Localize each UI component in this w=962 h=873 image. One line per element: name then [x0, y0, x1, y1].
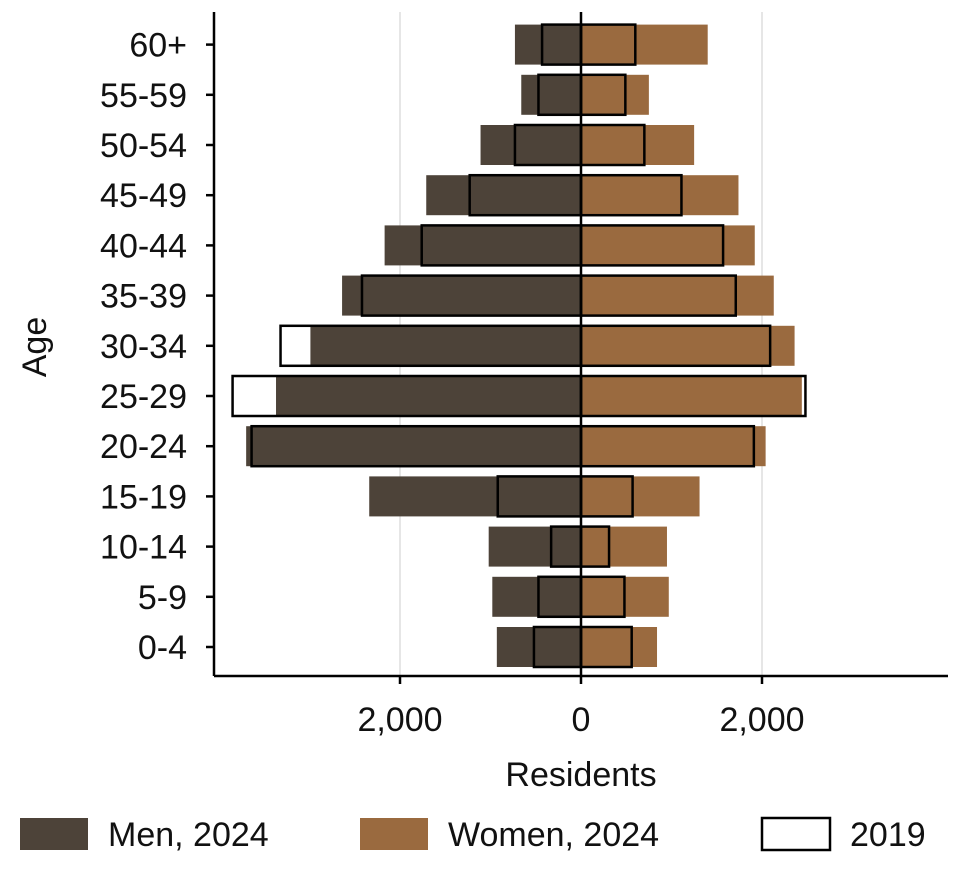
legend-swatch-2019	[760, 816, 832, 852]
x-tick-label: 0	[572, 701, 591, 739]
bar-women-2024-55-59	[581, 74, 649, 115]
bar-men-2024-30-34	[310, 325, 581, 366]
bar-women-2024-0-4	[581, 627, 658, 667]
2019-outline-bars	[231, 23, 807, 669]
bar-women-2024-40-44	[581, 225, 755, 266]
bar-women-2024-45-49	[581, 175, 739, 216]
bar-men-2024-25-29	[276, 376, 581, 416]
bar-men-2024-10-14	[488, 526, 581, 567]
legend-swatch-women-2024	[360, 818, 428, 850]
bar-men-2024-15-19	[369, 476, 581, 517]
legend: Men, 2024 Women, 2024 2019	[20, 816, 926, 854]
y-tick-label: 15-19	[100, 478, 187, 516]
y-tick-label: 35-39	[100, 278, 187, 316]
legend-label-men-2024: Men, 2024	[108, 816, 269, 854]
y-tick-label: 60+	[129, 27, 187, 65]
bar-men-2024-55-59	[521, 74, 581, 115]
bar-men-2024-20-24	[246, 426, 581, 467]
bar-women-2024-15-19	[581, 476, 700, 517]
y-tick-label: 10-14	[100, 529, 187, 567]
bar-women-2024-35-39	[581, 275, 774, 316]
y-tick-label: 40-44	[100, 227, 187, 265]
y-tick-label: 30-34	[100, 328, 187, 366]
legend-label-women-2024: Women, 2024	[448, 816, 659, 854]
bar-women-2024-30-34	[581, 325, 795, 366]
y-tick-label: 20-24	[100, 428, 187, 466]
y-tick-label: 50-54	[100, 127, 187, 165]
legend-swatch-men-2024	[20, 818, 88, 850]
x-tick-label: 2,000	[719, 701, 804, 739]
y-tick-labels: 0-4 5-9 10-14 15-19 20-24 25-29 30-34 35-39 40-4…	[100, 27, 214, 667]
bar-men-2024-5-9	[492, 576, 581, 617]
bar-women-2024-50-54	[581, 125, 695, 165]
y-tick-label: 0-4	[138, 629, 187, 667]
y-tick-label: 55-59	[100, 77, 187, 115]
y-axis-title: Age	[16, 317, 54, 378]
men-2024-bars	[246, 24, 581, 667]
bar-men-2024-0-4	[496, 627, 581, 667]
x-tick-labels: 2,000 0 2,000	[357, 676, 805, 739]
bar-men-2024-35-39	[342, 275, 581, 316]
x-tick-label: 2,000	[357, 701, 442, 739]
bar-women-2024-10-14	[581, 526, 667, 567]
bar-women-2024-20-24	[581, 426, 766, 467]
legend-label-2019: 2019	[850, 816, 926, 854]
bar-men-2024-40-44	[384, 225, 581, 266]
women-2024-bars	[581, 24, 802, 667]
bar-men-2024-45-49	[426, 175, 581, 216]
x-axis-title: Residents	[505, 756, 656, 794]
y-tick-label: 25-29	[100, 378, 187, 416]
y-tick-label: 5-9	[138, 579, 187, 617]
bar-women-2024-25-29	[581, 376, 802, 416]
bar-women-2024-60+	[581, 24, 708, 65]
y-tick-label: 45-49	[100, 177, 187, 215]
bar-men-2024-50-54	[480, 125, 581, 165]
bar-men-2024-60+	[514, 24, 581, 65]
